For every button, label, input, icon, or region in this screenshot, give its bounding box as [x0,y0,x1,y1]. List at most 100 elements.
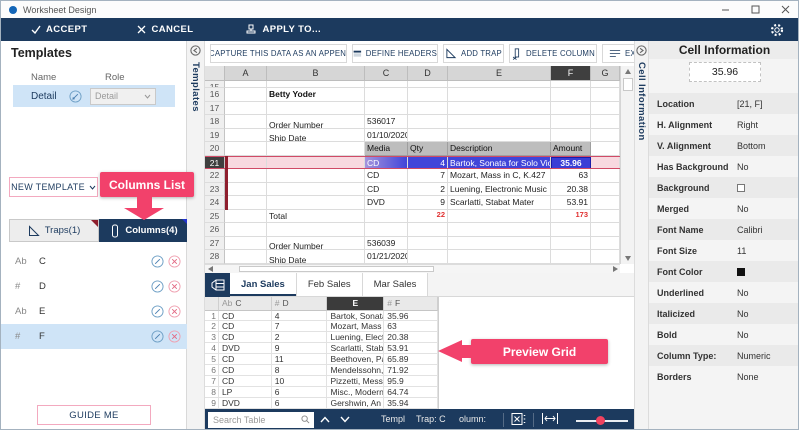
edit-column-icon[interactable] [151,305,164,318]
sheet-row-header[interactable]: 20 [205,142,225,156]
sheet-cell[interactable] [448,236,551,250]
sheet-cell[interactable] [365,223,408,237]
sheet-cell[interactable] [448,223,551,237]
horizontal-scrollbar[interactable] [205,263,620,273]
sheet-cell[interactable]: 9 [408,196,448,210]
sheet-cell[interactable]: 2 [408,182,448,196]
sheet-cell[interactable] [591,101,620,115]
delete-column-icon[interactable] [168,330,181,343]
preview-cell[interactable]: 64.74 [384,386,438,398]
edit-column-icon[interactable] [151,255,164,268]
apply-to-button[interactable]: APPLY TO... [245,24,321,35]
preview-cell[interactable]: Mendelssohn, Wa... [327,364,385,376]
define-headers-button[interactable]: DEFINE HEADERS [352,44,438,63]
edit-template-icon[interactable] [69,89,82,103]
sheet-cell[interactable] [225,128,267,142]
sheet-cell[interactable]: 63 [551,169,591,183]
zoom-slider-handle[interactable] [596,415,605,425]
sheet-row-header[interactable]: 16 [205,88,225,102]
sheet-cell[interactable] [225,182,267,196]
sheet-cell[interactable]: Description [448,142,551,156]
sheet-col-header-selected[interactable]: F [551,66,591,81]
sheet-cell[interactable] [408,236,448,250]
sheet-cell[interactable] [267,101,365,115]
delete-column-icon[interactable] [168,305,181,318]
sheet-cell[interactable]: Media [365,142,408,156]
preview-cell[interactable]: LP [218,386,272,398]
tab-traps[interactable]: Traps(1) [9,219,99,242]
add-trap-button[interactable]: ADD TRAP [443,44,504,63]
preview-col-header-d[interactable]: # D [271,296,328,311]
sheet-cell[interactable] [448,81,551,88]
sheet-col-header[interactable]: A [225,66,267,81]
sheet-cell[interactable] [225,142,267,156]
edit-column-icon[interactable] [151,280,164,293]
sheet-cell[interactable] [591,209,620,223]
sheet-cell[interactable] [551,128,591,142]
new-template-button[interactable]: NEW TEMPLATE [9,177,98,197]
sheet-cell[interactable] [408,101,448,115]
preview-cell[interactable]: Beethoven, Pathe... [327,354,385,365]
column-item-e[interactable]: Ab E [1,299,187,324]
sheet-cell[interactable]: 536017 [365,115,408,129]
sheet-cell[interactable] [448,101,551,115]
sheet-cell[interactable]: Mozart, Mass in C, K.427 [448,169,551,183]
pin-icon[interactable] [190,45,201,56]
sheet-cell[interactable] [448,250,551,264]
vertical-scrollbar[interactable] [620,66,634,264]
sheet-row-header[interactable]: 24 [205,196,225,210]
preview-cell[interactable]: DVD [218,397,272,409]
preview-cell[interactable]: 6 [271,386,328,398]
sheet-cell[interactable] [267,142,365,156]
fit-columns-button[interactable] [541,412,559,425]
preview-cell[interactable]: 35.94 [384,397,438,409]
sheet-row-header[interactable]: 17 [205,101,225,115]
sheet-cell[interactable]: 4 [408,156,448,168]
preview-cell[interactable]: 95.9 [384,375,438,387]
template-row-detail[interactable]: Detail Detail [13,85,175,107]
sheet-cell[interactable] [267,196,365,210]
tab-jan-sales[interactable]: Jan Sales [230,272,297,296]
sheet-row-header[interactable]: 22 [205,169,225,183]
sheet-cell[interactable] [551,88,591,102]
preview-col-header-f[interactable]: # F [384,296,438,311]
sheet-cell[interactable] [225,209,267,223]
sheet-cell[interactable] [591,88,620,102]
sheet-cell[interactable] [448,88,551,102]
sheet-cell[interactable]: Order Number [267,115,365,129]
sheet-cell[interactable] [591,182,620,196]
tab-feb-sales[interactable]: Feb Sales [296,272,363,296]
sheet-row-header[interactable]: 23 [205,182,225,196]
tab-columns[interactable]: Columns(4) [99,219,189,242]
capture-append-button[interactable]: CAPTURE THIS DATA AS AN APPEND [210,44,347,63]
sheet-cell[interactable]: DVD [365,196,408,210]
sheet-row-header[interactable]: 27 [205,236,225,250]
preview-cell[interactable]: 4 [271,310,328,322]
preview-cell[interactable]: 6 [271,397,328,409]
sheet-col-header[interactable]: C [365,66,408,81]
sheet-cell[interactable] [408,223,448,237]
preview-cell[interactable]: CD [218,364,272,376]
sheet-cell[interactable] [225,81,267,88]
sheet-cell[interactable]: Ship Date [267,250,365,264]
sheet-cell[interactable] [591,156,620,168]
sheet-cell[interactable] [225,250,267,264]
preview-cell[interactable]: Bartok, Sonata fo... [327,310,385,322]
sheet-cell[interactable] [267,156,365,168]
sheet-cell[interactable] [225,196,267,210]
tab-mar-sales[interactable]: Mar Sales [362,272,429,296]
sheet-cell[interactable] [225,156,267,168]
sheet-cell[interactable] [448,128,551,142]
delete-column-icon[interactable] [168,280,181,293]
sheet-cell[interactable]: 536039 [365,236,408,250]
vertical-scrollbar-thumb[interactable] [622,78,633,91]
excel-export-button[interactable] [511,412,527,426]
sheet-list-button[interactable] [205,272,230,297]
sheet-cell[interactable] [365,101,408,115]
sheet-cell[interactable] [225,115,267,129]
template-role-select[interactable]: Detail [90,87,156,105]
preview-cell[interactable]: 11 [271,354,328,365]
sheet-cell[interactable] [551,81,591,88]
sheet-row-header[interactable]: 19 [205,128,225,142]
sheet-cell[interactable] [408,250,448,264]
